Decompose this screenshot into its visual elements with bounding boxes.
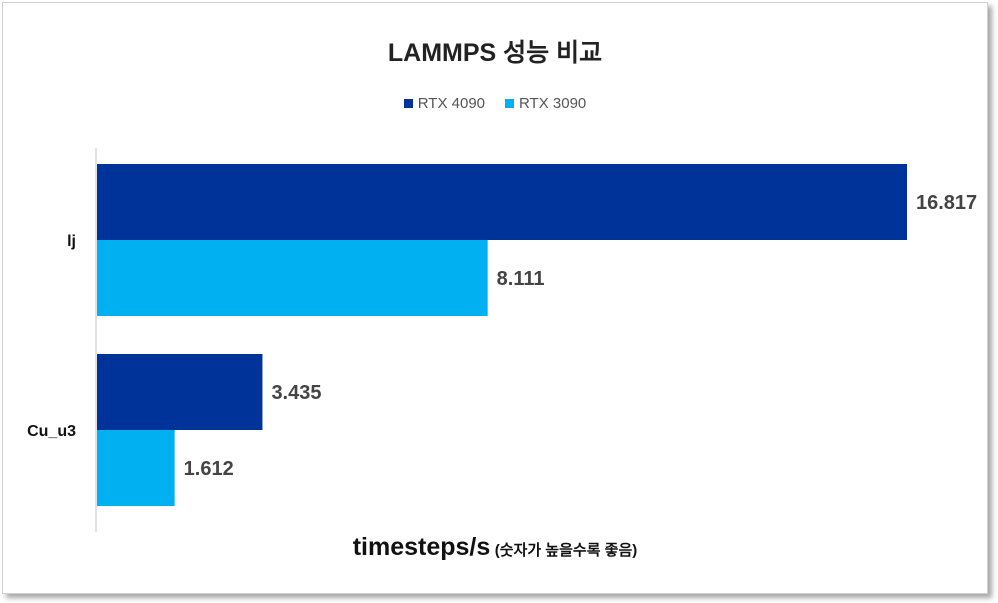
data-label: 3.435	[271, 382, 321, 404]
bar	[97, 430, 175, 506]
legend-item-rtx4090: RTX 4090	[403, 95, 485, 112]
legend: RTX 4090 RTX 3090	[3, 95, 987, 112]
data-label: 1.612	[184, 458, 234, 480]
legend-label-rtx4090: RTX 4090	[417, 95, 485, 112]
bar	[97, 164, 907, 240]
y-tick-label: lj	[67, 233, 76, 250]
chart-title: LAMMPS 성능 비교	[387, 39, 603, 67]
legend-swatch-rtx4090	[403, 99, 413, 108]
x-axis-label: timesteps/s	[352, 533, 491, 561]
chart-area: LAMMPS 성능 비교 RTX 4090 RTX 3090 lj 16.817 8…	[2, 2, 988, 594]
data-label: 8.111	[497, 268, 545, 290]
bar	[97, 240, 488, 316]
x-axis-title: timesteps/s (숫자가 높을수록 좋음)	[3, 533, 987, 562]
bar	[97, 354, 263, 430]
legend-label-rtx3090: RTX 3090	[519, 95, 587, 112]
legend-swatch-rtx3090	[505, 99, 514, 108]
legend-item-rtx3090: RTX 3090	[505, 95, 586, 112]
y-tick-label: Cu_u3	[27, 423, 76, 440]
data-label: 16.817	[916, 192, 977, 214]
x-axis-note: (숫자가 높을수록 좋음)	[494, 542, 638, 559]
plot-area: lj 16.817 8.111 Cu_u3 3.435 1.612	[27, 148, 977, 532]
